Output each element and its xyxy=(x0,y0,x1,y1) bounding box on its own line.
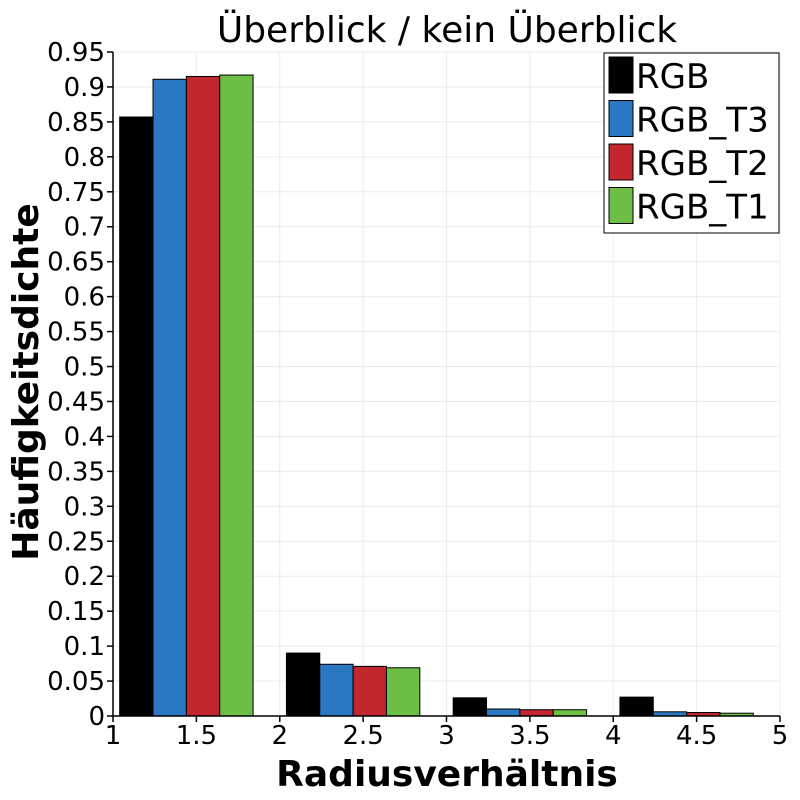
y-tick-label: 0.65 xyxy=(47,248,105,278)
y-tick-label: 0.6 xyxy=(64,283,105,313)
y-tick-label: 0.05 xyxy=(47,667,105,697)
y-tick-label: 0.55 xyxy=(47,318,105,348)
x-tick-label: 4.5 xyxy=(676,721,717,751)
legend-swatch xyxy=(608,187,634,224)
y-tick-label: 0 xyxy=(88,702,105,732)
legend-swatch xyxy=(608,143,634,181)
y-tick-label: 0.95 xyxy=(47,38,105,68)
legend-label: RGB_T1 xyxy=(636,188,769,228)
y-axis-label: Häufigkeitsdichte xyxy=(6,203,47,561)
bar-rgb-t2 xyxy=(519,709,554,717)
legend-label: RGB xyxy=(636,57,709,97)
y-tick-label: 0.15 xyxy=(47,597,105,627)
x-tick-label: 1.5 xyxy=(176,721,217,751)
x-tick-label: 2 xyxy=(271,721,288,751)
x-tick-label: 3.5 xyxy=(509,721,550,751)
bar-rgb-t3 xyxy=(486,708,521,717)
y-tick-label: 0.25 xyxy=(47,527,105,557)
ticks: 0 0.05 0.1 0.15 0.2 0.25 0.3 0.35 0.4 0.45 0.5 0.55… xyxy=(47,38,788,751)
bar-rgb xyxy=(285,652,321,717)
bar-rgb-t1 xyxy=(219,74,254,717)
y-tick-label: 0.3 xyxy=(64,492,105,522)
bar-rgb xyxy=(619,696,654,717)
y-tick-label: 0.75 xyxy=(47,178,105,208)
x-tick-label: 3 xyxy=(438,721,455,751)
bar-rgb-t2 xyxy=(352,665,387,717)
bar-rgb-t2 xyxy=(185,75,221,717)
y-tick-label: 0.4 xyxy=(64,422,105,452)
y-tick-label: 0.7 xyxy=(64,213,105,243)
bar-rgb-t1 xyxy=(385,667,421,717)
legend-swatch xyxy=(608,56,634,94)
x-tick-label: 1 xyxy=(105,721,122,751)
x-tick-label: 4 xyxy=(605,721,622,751)
y-tick-label: 0.5 xyxy=(64,353,105,383)
bars xyxy=(119,74,754,717)
bar-rgb xyxy=(119,116,154,717)
legend-label: RGB_T2 xyxy=(636,144,769,184)
y-tick-label: 0.45 xyxy=(47,387,105,417)
bar-rgb-t1 xyxy=(552,709,588,717)
y-tick-label: 0.2 xyxy=(64,562,105,592)
bar-rgb-t3 xyxy=(319,663,354,717)
y-tick-label: 0.35 xyxy=(47,457,105,487)
x-axis-label: Radiusverhältnis xyxy=(276,754,618,795)
bar-rgb xyxy=(452,697,488,717)
chart-title: Überblick / kein Überblick xyxy=(217,9,677,51)
legend-swatch xyxy=(608,100,634,137)
y-tick-label: 0.85 xyxy=(47,108,105,138)
x-tick-label: 5 xyxy=(772,721,789,751)
y-tick-label: 0.8 xyxy=(64,143,105,173)
x-tick-label: 2.5 xyxy=(342,721,383,751)
bar-rgb-t3 xyxy=(152,78,187,717)
legend-label: RGB_T3 xyxy=(636,101,769,141)
y-tick-label: 0.1 xyxy=(64,632,105,662)
y-tick-label: 0.9 xyxy=(64,73,105,103)
